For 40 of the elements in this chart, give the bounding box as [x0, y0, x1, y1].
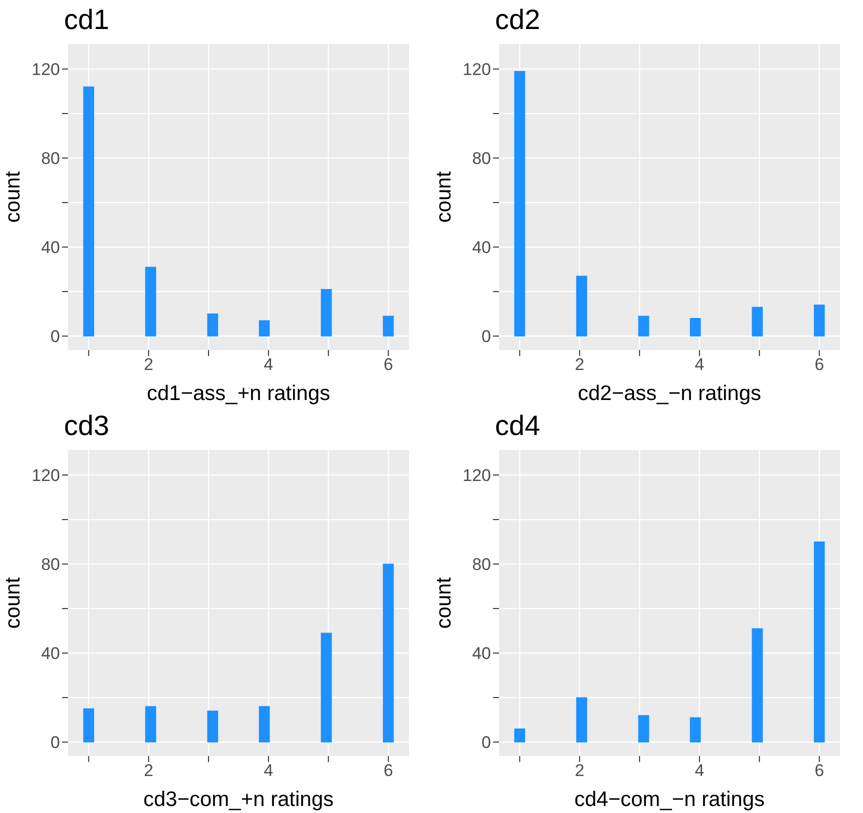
y-axis-title: count	[432, 577, 456, 629]
y-tick-label: 40	[472, 238, 491, 258]
x-axis-title: cd2−ass_−n ratings	[578, 382, 762, 405]
y-tick-label: 80	[472, 555, 491, 574]
chart-title: cd3	[63, 409, 110, 443]
y-tick-label: 120	[32, 60, 60, 80]
chart-title: cd4	[494, 409, 542, 443]
chart-title: cd1	[63, 3, 110, 37]
y-tick-label: 0	[50, 327, 60, 346]
y-tick-label: 120	[462, 60, 491, 80]
x-tick-label: 4	[264, 355, 274, 374]
y-tick-label: 0	[482, 733, 491, 752]
x-tick-label: 4	[264, 761, 274, 780]
x-tick-label: 6	[384, 761, 394, 780]
y-tick-label: 0	[50, 733, 60, 752]
x-tick-label: 6	[814, 761, 824, 780]
y-axis-title: count	[1, 171, 24, 223]
x-axis-title: cd3−com_+n ratings	[143, 788, 334, 811]
x-tick-label: 6	[384, 355, 394, 374]
y-tick-label: 80	[41, 149, 60, 168]
y-tick-label: 80	[41, 555, 60, 574]
x-tick-label: 2	[574, 355, 584, 374]
y-tick-label: 40	[41, 644, 60, 664]
x-tick-label: 2	[574, 761, 584, 780]
y-tick-label: 40	[472, 644, 491, 664]
y-axis-title: count	[432, 171, 456, 223]
y-axis-title: count	[1, 577, 24, 629]
x-tick-label: 6	[814, 355, 824, 374]
y-tick-label: 120	[32, 466, 60, 486]
x-axis-title: cd1−ass_+n ratings	[146, 382, 330, 405]
x-tick-label: 4	[694, 761, 704, 780]
chart-title: cd2	[494, 3, 542, 37]
x-tick-label: 4	[694, 355, 704, 374]
x-tick-label: 2	[144, 761, 154, 780]
y-tick-label: 80	[472, 149, 491, 168]
y-tick-label: 0	[482, 327, 491, 346]
x-tick-label: 2	[144, 355, 154, 374]
y-tick-label: 40	[41, 238, 60, 258]
x-axis-title: cd4−com_−n ratings	[574, 788, 765, 811]
y-tick-label: 120	[462, 466, 491, 486]
